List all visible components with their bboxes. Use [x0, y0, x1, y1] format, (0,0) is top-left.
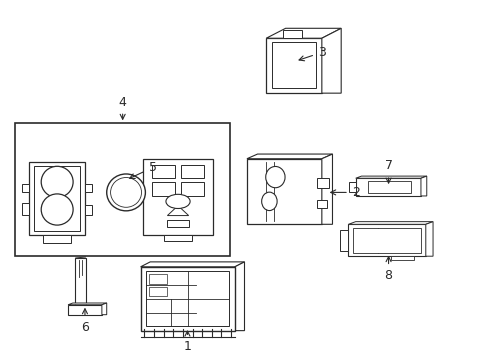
Ellipse shape — [110, 177, 141, 207]
Bar — [181, 183, 204, 196]
Text: 6: 6 — [81, 309, 89, 334]
Bar — [43, 235, 71, 243]
Bar — [29, 162, 85, 235]
Ellipse shape — [165, 194, 190, 208]
Bar — [163, 235, 192, 241]
Bar — [75, 258, 86, 306]
Polygon shape — [420, 176, 426, 196]
Bar — [15, 123, 229, 256]
Polygon shape — [140, 262, 244, 267]
Bar — [265, 38, 321, 93]
Bar — [151, 165, 175, 178]
Bar — [355, 178, 420, 196]
Polygon shape — [425, 222, 432, 256]
Bar — [283, 31, 302, 38]
Bar — [390, 256, 413, 260]
Ellipse shape — [106, 174, 145, 211]
Bar — [151, 183, 175, 196]
Bar — [352, 228, 420, 253]
Bar — [271, 42, 315, 88]
Bar — [316, 200, 326, 208]
Bar — [85, 184, 92, 192]
Bar — [140, 267, 234, 330]
Ellipse shape — [261, 192, 277, 211]
Text: 1: 1 — [183, 331, 191, 353]
Text: 4: 4 — [119, 95, 126, 119]
Polygon shape — [321, 154, 332, 224]
Bar — [246, 159, 321, 224]
Bar — [339, 230, 348, 251]
Polygon shape — [102, 303, 106, 315]
Polygon shape — [246, 154, 332, 159]
Polygon shape — [167, 206, 188, 216]
Bar — [21, 184, 29, 192]
Ellipse shape — [265, 166, 285, 188]
Polygon shape — [321, 28, 341, 93]
Bar — [348, 182, 355, 192]
Bar — [68, 305, 102, 315]
Bar — [348, 224, 425, 256]
Bar — [21, 203, 29, 215]
Text: 8: 8 — [384, 257, 392, 282]
Bar — [316, 177, 328, 188]
Polygon shape — [234, 262, 244, 330]
Polygon shape — [68, 303, 106, 305]
Bar — [148, 287, 166, 296]
Bar — [367, 181, 410, 193]
Text: 3: 3 — [299, 46, 325, 61]
Ellipse shape — [41, 166, 73, 198]
Ellipse shape — [41, 194, 73, 225]
Text: 2: 2 — [330, 186, 359, 199]
Polygon shape — [348, 222, 432, 224]
Polygon shape — [355, 176, 426, 178]
Bar — [167, 220, 188, 227]
Bar — [181, 165, 204, 178]
Bar — [34, 166, 80, 231]
Bar — [85, 205, 92, 215]
Bar — [142, 159, 213, 235]
Text: 7: 7 — [384, 159, 392, 183]
Polygon shape — [265, 28, 341, 38]
Bar — [148, 274, 166, 284]
Text: 5: 5 — [129, 161, 156, 179]
Bar — [146, 271, 228, 327]
